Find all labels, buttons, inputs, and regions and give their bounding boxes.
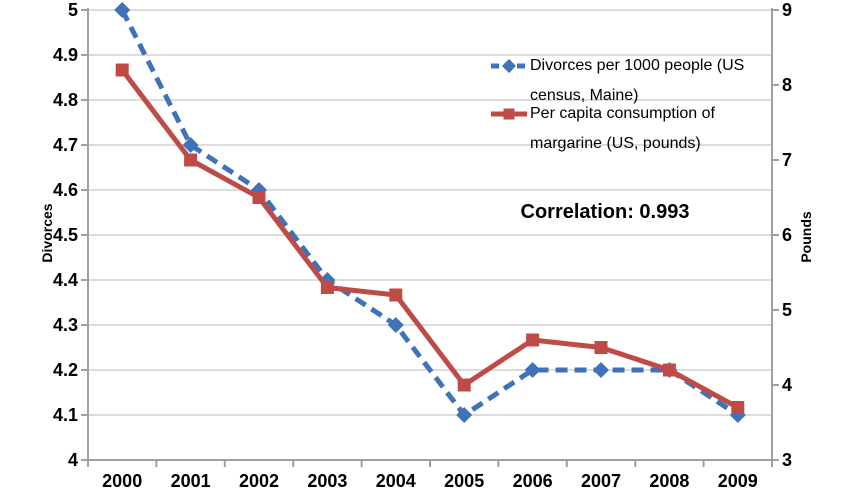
marker-square (115, 63, 129, 77)
marker-square (731, 401, 745, 414)
marker-square (594, 341, 608, 354)
marker-diamond (182, 137, 199, 153)
marker-square (320, 281, 334, 294)
marker-square (184, 153, 198, 167)
y-axis-title-left: Divorces (39, 203, 55, 263)
marker-diamond (387, 317, 404, 333)
marker-square (662, 363, 676, 377)
series-line-divorces (119, 8, 740, 418)
marker-diamond (593, 362, 609, 378)
series-line-margarine (120, 68, 740, 410)
marker-diamond (456, 407, 473, 423)
y-axis-title-right: Pounds (798, 211, 814, 263)
marker-square (526, 333, 540, 347)
marker-square (457, 378, 471, 392)
marker-diamond (114, 2, 131, 18)
marker-square (389, 288, 403, 302)
marker-diamond (524, 362, 541, 378)
marker-square (252, 191, 266, 204)
correlation-annotation: Correlation: 0.993 (520, 201, 690, 223)
